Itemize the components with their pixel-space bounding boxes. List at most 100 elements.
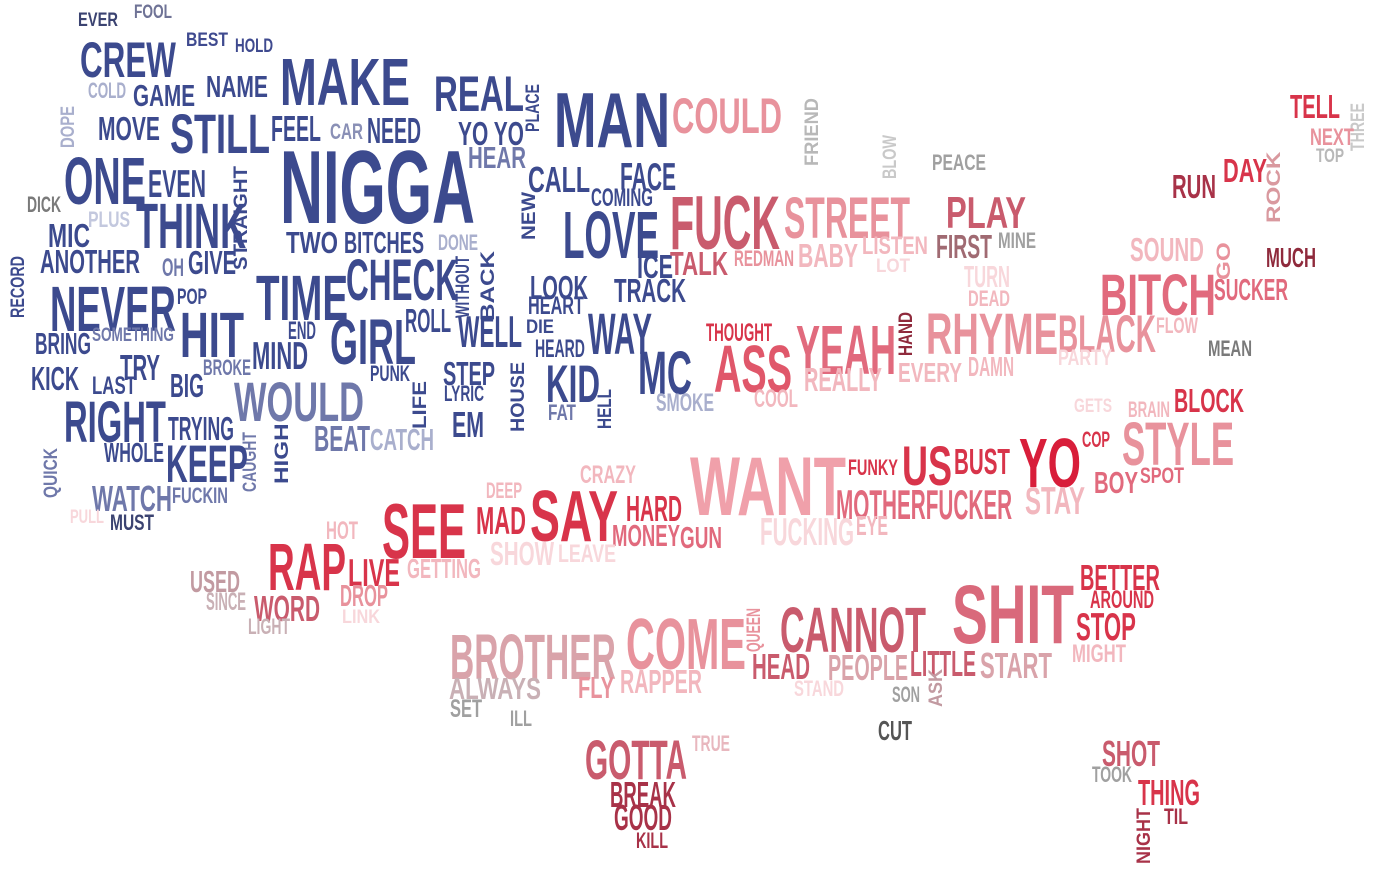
- cloud-word: STYLE: [1122, 410, 1235, 478]
- cloud-word: LIGHT: [248, 614, 291, 639]
- cloud-word: BRING: [35, 326, 92, 361]
- cloud-word: RUN: [1172, 169, 1217, 206]
- cloud-word: MAD: [476, 500, 526, 543]
- cloud-word: LOT: [876, 254, 911, 277]
- cloud-word: PEOPLE: [828, 646, 909, 688]
- cloud-word: DAY: [1223, 153, 1267, 190]
- cloud-word: COMING: [591, 183, 653, 212]
- cloud-word: TELL: [1290, 89, 1341, 126]
- cloud-word: TRACK: [614, 273, 687, 310]
- cloud-word: COLD: [88, 78, 127, 103]
- cloud-word: PULL: [70, 505, 104, 528]
- cloud-word: PARTY: [1058, 345, 1112, 370]
- cloud-word: BEAT: [314, 417, 370, 459]
- cloud-word: ROLL: [405, 303, 452, 340]
- cloud-word: SEE: [382, 489, 467, 575]
- cloud-word: SOMETHING: [92, 323, 174, 346]
- cloud-word: GOTTA: [585, 729, 688, 791]
- cloud-word: DIE: [526, 315, 554, 338]
- cloud-word: SON: [892, 682, 920, 707]
- cloud-word: BABY: [798, 238, 859, 275]
- cloud-word: MINE: [998, 228, 1036, 253]
- cloud-word: MUCH: [1266, 242, 1317, 273]
- cloud-word: CHECK: [346, 247, 458, 313]
- cloud-word: NEW: [517, 191, 540, 240]
- cloud-word: DONE: [438, 230, 479, 255]
- cloud-word: GUN: [680, 520, 723, 555]
- cloud-word: EVER: [78, 8, 118, 31]
- cloud-word: HOT: [326, 516, 358, 545]
- cloud-word: REDMAN: [734, 246, 794, 271]
- cloud-word: BIG: [170, 368, 204, 405]
- cloud-word: HEARD: [535, 334, 585, 363]
- cloud-word: LOVE: [563, 199, 660, 273]
- cloud-word: SMOKE: [656, 388, 715, 417]
- cloud-word: HIT: [180, 298, 245, 371]
- cloud-word: CREW: [80, 32, 176, 88]
- cloud-word: STILL: [170, 103, 271, 165]
- cloud-word: TIL: [1164, 804, 1188, 829]
- cloud-word: YO: [1019, 423, 1081, 502]
- cloud-word: SHOT: [1102, 732, 1161, 774]
- cloud-word: FUNKY: [848, 455, 898, 480]
- cloud-word: ASK: [924, 668, 947, 707]
- cloud-word: FLY: [578, 670, 615, 705]
- cloud-word: KID: [546, 354, 601, 414]
- cloud-word: TWO: [286, 225, 339, 260]
- cloud-word: HARD: [626, 487, 682, 529]
- cloud-word: ALWAYS: [449, 671, 542, 706]
- cloud-word: MONEY: [612, 518, 680, 553]
- cloud-word: CANNOT: [780, 593, 926, 666]
- cloud-word: STREET: [784, 185, 911, 251]
- cloud-word: EYE: [856, 510, 888, 541]
- cloud-word: BROTHER: [450, 620, 616, 693]
- cloud-word: BRAIN: [1128, 397, 1171, 422]
- cloud-word: FUCK: [670, 181, 780, 267]
- cloud-word: PUNK: [370, 361, 410, 386]
- cloud-word: QUICK: [39, 448, 62, 498]
- cloud-word: PLAY: [946, 189, 1027, 238]
- cloud-word: ICE: [637, 249, 673, 286]
- cloud-word: HIGH: [270, 423, 293, 484]
- cloud-word: WORD: [254, 587, 321, 629]
- cloud-word: WHOLE: [104, 437, 165, 468]
- cloud-word: BREAK: [610, 773, 676, 815]
- cloud-word: DAMN: [968, 351, 1015, 382]
- cloud-word: WOULD: [234, 371, 364, 433]
- cloud-word: RHYME: [926, 301, 1059, 367]
- cloud-word: WAY: [588, 301, 652, 367]
- cloud-word: STAND: [794, 676, 845, 701]
- cloud-word: THOUGHT: [706, 318, 773, 347]
- cloud-word: DEAD: [968, 286, 1011, 311]
- cloud-word: YO YO: [458, 116, 524, 153]
- cloud-word: MIND: [252, 335, 309, 378]
- cloud-word: NIGHT: [1132, 808, 1155, 864]
- cloud-word: LISTEN: [862, 231, 928, 260]
- cloud-word: MAKE: [280, 46, 410, 120]
- cloud-word: GOOD: [614, 796, 672, 838]
- cloud-word: USED: [190, 564, 240, 599]
- cloud-word: SAY: [530, 477, 619, 557]
- cloud-word: LEAVE: [558, 539, 617, 568]
- cloud-word: START: [980, 644, 1052, 686]
- cloud-word: HAND: [894, 312, 917, 356]
- cloud-word: LAST: [92, 371, 136, 400]
- cloud-word: MIC: [48, 218, 91, 255]
- cloud-word: FACE: [620, 156, 677, 199]
- cloud-word: HOUSE: [506, 361, 529, 432]
- cloud-word: RAPPER: [620, 664, 703, 701]
- cloud-word: SHIT: [952, 568, 1075, 661]
- cloud-word: POP: [177, 284, 207, 309]
- cloud-word: HEAD: [752, 645, 810, 687]
- cloud-word: RECORD: [6, 255, 29, 318]
- cloud-word: TRYING: [168, 411, 235, 448]
- cloud-word: THING: [1138, 771, 1200, 813]
- cloud-word: SET: [450, 694, 482, 723]
- cloud-word: EVEN: [148, 163, 207, 206]
- cloud-word: TURN: [964, 259, 1010, 294]
- cloud-word: CATCH: [370, 422, 435, 457]
- cloud-word: AROUND: [1090, 585, 1154, 614]
- cloud-word: STEP: [443, 356, 496, 393]
- cloud-word: FUCKIN: [172, 483, 228, 508]
- cloud-word: COULD: [672, 88, 783, 144]
